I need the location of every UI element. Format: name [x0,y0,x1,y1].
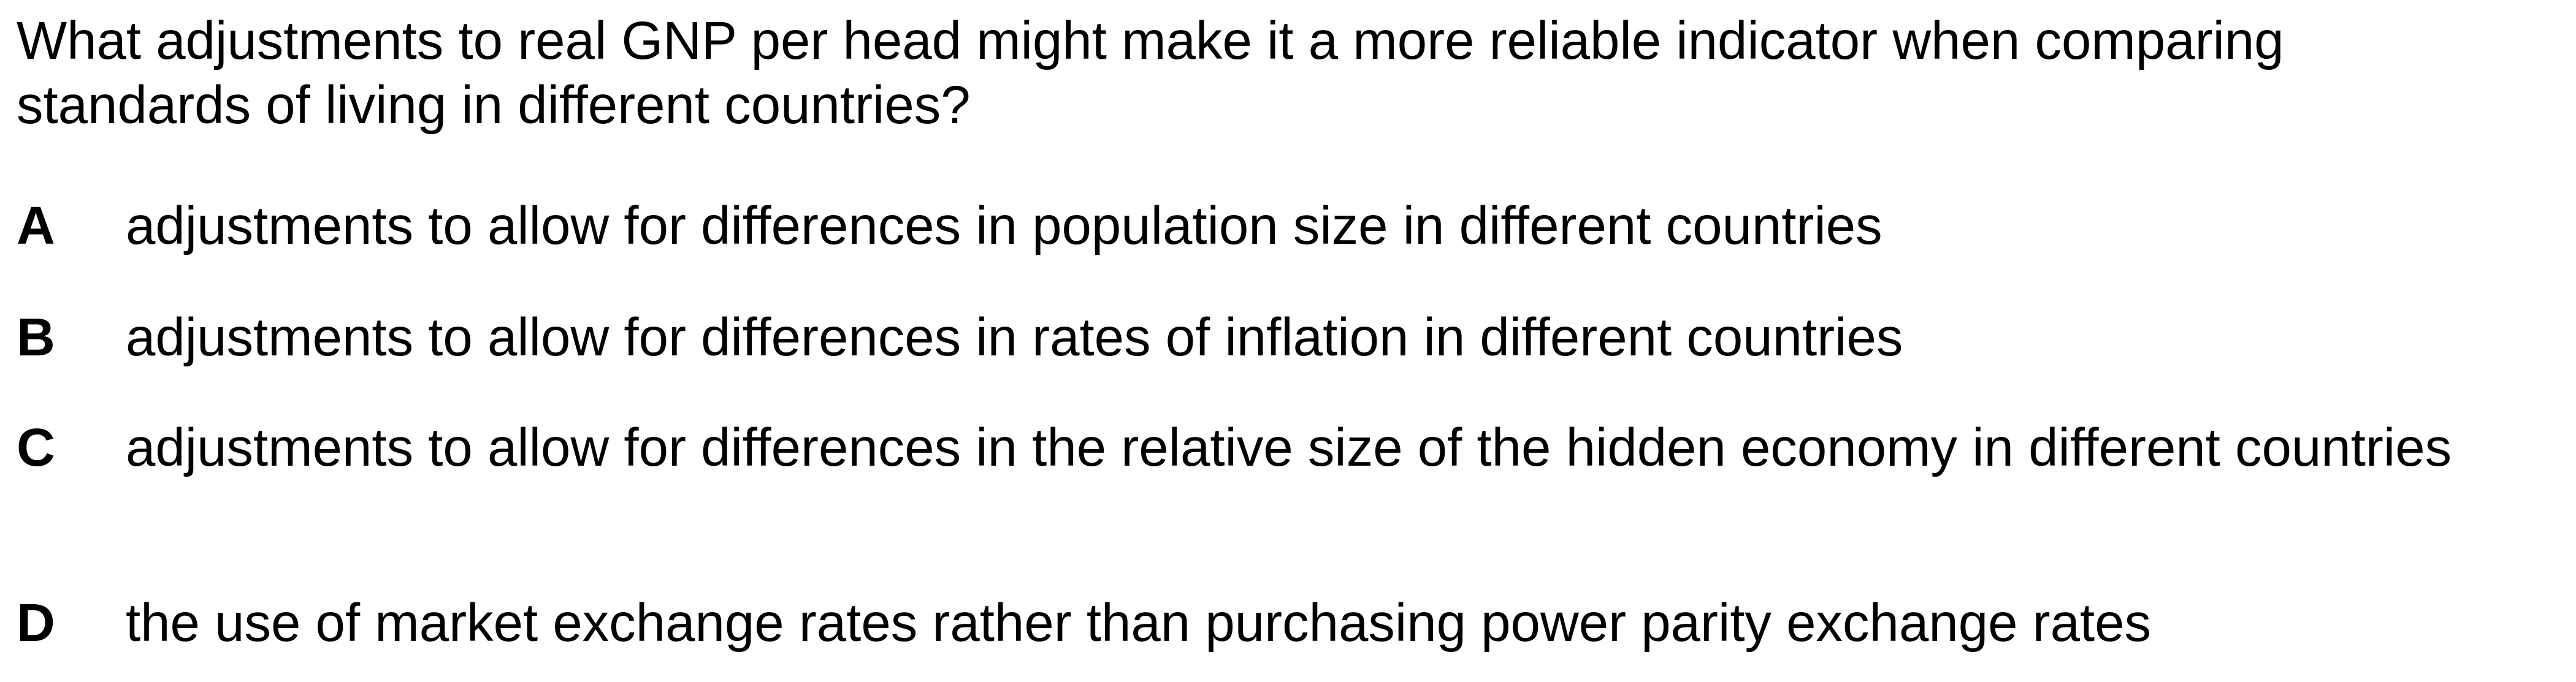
option-d: D the use of market exchange rates rathe… [17,591,2463,655]
option-d-letter: D [17,593,55,653]
option-a: A adjustments to allow for differences i… [17,194,2463,258]
option-c: C adjustments to allow for differences i… [17,415,2463,480]
option-c-letter: C [17,418,55,477]
option-b: B adjustments to allow for differences i… [17,305,2463,369]
option-b-letter: B [17,308,55,367]
option-a-text: adjustments to allow for differences in … [126,196,1882,256]
option-a-letter: A [17,196,55,256]
question-text: What adjustments to real GNP per head mi… [17,11,2284,135]
option-d-text: the use of market exchange rates rather … [126,593,2152,653]
option-b-text: adjustments to allow for differences in … [126,308,1903,367]
option-c-text: adjustments to allow for differences in … [126,418,2452,477]
